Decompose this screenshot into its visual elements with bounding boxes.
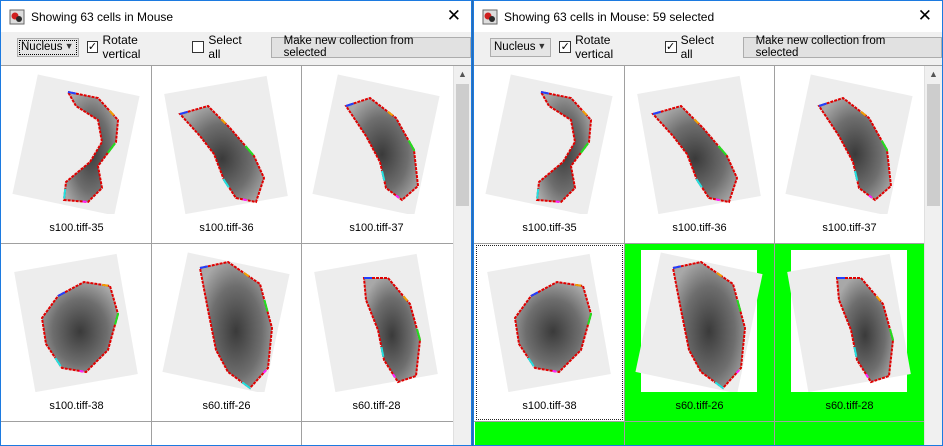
- checkbox-label: Select all: [680, 33, 714, 61]
- scrollbar-thumb[interactable]: [456, 84, 469, 206]
- cell-thumbnail[interactable]: s60.tiff-28: [775, 244, 924, 421]
- cell-grid-area: s100.tiff-35 s100.tiff-36 s100.tiff-37 s100…: [1, 65, 471, 445]
- rotate-vertical-checkbox[interactable]: ✓ Rotate vertical: [559, 33, 650, 61]
- cell-thumbnail[interactable]: s100.tiff-38: [475, 244, 624, 421]
- cell-thumbnail[interactable]: s100.tiff-35: [2, 66, 151, 243]
- grid-divider: [474, 243, 924, 244]
- cell-thumbnail[interactable]: s60.tiff-26: [625, 244, 774, 421]
- nucleus-image: [787, 250, 911, 392]
- nucleus-image: [635, 250, 763, 392]
- toolbar: Nucleus ▼ ✓ Rotate vertical Select all M…: [1, 32, 471, 62]
- select-all-checkbox[interactable]: ✓ Select all: [664, 33, 729, 61]
- cell-thumbnail[interactable]: s100.tiff-37: [775, 66, 924, 243]
- nucleus-image: [785, 74, 913, 214]
- make-collection-button[interactable]: Make new collection from selected: [270, 35, 471, 59]
- scroll-up-icon[interactable]: ▲: [929, 69, 938, 79]
- app-icon: [482, 9, 498, 25]
- title-bar: Showing 63 cells in Mouse: 59 selected ✕: [474, 1, 942, 32]
- dropdown-value: Nucleus: [21, 41, 63, 53]
- cell-thumbnail[interactable]: s100.tiff-36: [625, 66, 774, 243]
- cell-label: s60.tiff-28: [825, 400, 874, 412]
- checkbox-box[interactable]: ✓: [86, 41, 99, 53]
- cell-thumbnail[interactable]: [152, 422, 301, 445]
- cell-thumbnail[interactable]: [475, 422, 624, 445]
- nucleus-image: [164, 75, 288, 214]
- cell-label: s100.tiff-35: [49, 222, 104, 234]
- nucleus-image: [12, 74, 140, 214]
- cell-label: s60.tiff-28: [352, 400, 401, 412]
- checkbox-label: Rotate vertical: [575, 33, 614, 61]
- window-title: Showing 63 cells in Mouse: [31, 9, 174, 24]
- grid-divider: [624, 66, 625, 445]
- nucleus-image: [312, 74, 440, 214]
- grid-divider: [1, 421, 453, 422]
- cell-label: s100.tiff-35: [522, 222, 577, 234]
- nucleus-image: [487, 253, 611, 392]
- cell-label: s60.tiff-26: [675, 400, 724, 412]
- title-bar: Showing 63 cells in Mouse ✕: [1, 1, 471, 32]
- cell-label: s100.tiff-38: [49, 400, 104, 412]
- window-title: Showing 63 cells in Mouse: 59 selected: [504, 9, 715, 24]
- chevron-down-icon: ▼: [537, 40, 547, 51]
- checkbox-box[interactable]: ✓: [664, 41, 677, 53]
- scrollbar-thumb[interactable]: [927, 84, 940, 206]
- close-icon[interactable]: ✕: [917, 6, 932, 25]
- nucleus-image: [14, 253, 138, 392]
- nucleus-image: [485, 74, 613, 214]
- cell-thumbnail[interactable]: s100.tiff-37: [302, 66, 451, 243]
- grid-divider: [1, 243, 453, 244]
- cell-thumbnail[interactable]: s100.tiff-35: [475, 66, 624, 243]
- vertical-scrollbar[interactable]: ▲: [924, 66, 942, 445]
- component-dropdown[interactable]: Nucleus ▼: [490, 37, 552, 57]
- rotate-vertical-checkbox[interactable]: ✓ Rotate vertical: [86, 33, 179, 61]
- cell-thumbnail[interactable]: s60.tiff-26: [152, 244, 301, 421]
- cell-grid-area: s100.tiff-35 s100.tiff-36 s100.tiff-37 s100…: [474, 65, 942, 445]
- cell-thumbnail[interactable]: s60.tiff-28: [302, 244, 451, 421]
- cell-grid: s100.tiff-35 s100.tiff-36 s100.tiff-37 s100…: [1, 66, 453, 445]
- grid-divider: [774, 66, 775, 445]
- nucleus-image: [314, 253, 438, 392]
- app-icon: [9, 9, 25, 25]
- cell-thumbnail[interactable]: s100.tiff-38: [2, 244, 151, 421]
- toolbar: Nucleus ▼ ✓ Rotate vertical ✓ Select all…: [474, 32, 942, 62]
- cell-label: s100.tiff-37: [822, 222, 877, 234]
- cell-thumbnail[interactable]: s100.tiff-36: [152, 66, 301, 243]
- cell-grid: s100.tiff-35 s100.tiff-36 s100.tiff-37 s100…: [474, 66, 924, 445]
- select-all-checkbox[interactable]: Select all: [192, 33, 256, 61]
- cell-label: s100.tiff-36: [672, 222, 727, 234]
- checkbox-box[interactable]: [192, 41, 205, 53]
- cell-label: s60.tiff-26: [202, 400, 251, 412]
- cell-thumbnail[interactable]: [2, 422, 151, 445]
- cell-thumbnail[interactable]: [775, 422, 924, 445]
- cell-thumbnail[interactable]: [302, 422, 451, 445]
- grid-divider: [474, 421, 924, 422]
- cell-label: s100.tiff-37: [349, 222, 404, 234]
- chevron-down-icon: ▼: [64, 40, 74, 51]
- make-collection-button[interactable]: Make new collection from selected: [742, 35, 942, 59]
- grid-divider: [301, 66, 302, 445]
- dropdown-value: Nucleus: [494, 41, 536, 53]
- cell-label: s100.tiff-36: [199, 222, 254, 234]
- checkbox-label: Select all: [208, 33, 242, 61]
- grid-divider: [151, 66, 152, 445]
- cell-viewer-window: Showing 63 cells in Mouse ✕ Nucleus ▼ ✓ …: [0, 0, 472, 446]
- cell-label: s100.tiff-38: [522, 400, 577, 412]
- cell-viewer-window: Showing 63 cells in Mouse: 59 selected ✕…: [473, 0, 943, 446]
- cell-thumbnail[interactable]: [625, 422, 774, 445]
- close-icon[interactable]: ✕: [446, 6, 461, 25]
- checkbox-box[interactable]: ✓: [559, 41, 572, 53]
- scroll-up-icon[interactable]: ▲: [458, 69, 467, 79]
- nucleus-image: [162, 252, 290, 392]
- checkbox-label: Rotate vertical: [102, 33, 141, 61]
- nucleus-image: [637, 75, 761, 214]
- vertical-scrollbar[interactable]: ▲: [453, 66, 471, 445]
- component-dropdown[interactable]: Nucleus ▼: [17, 37, 79, 57]
